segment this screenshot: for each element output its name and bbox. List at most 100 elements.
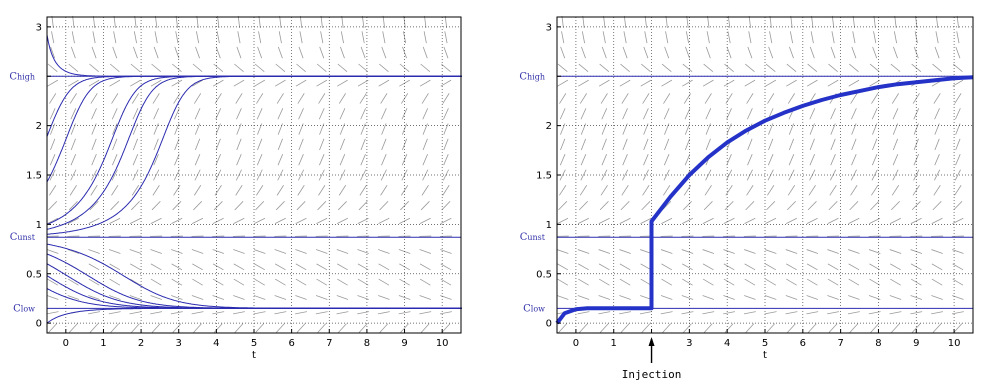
y-tick-label: 0.5 (536, 269, 552, 280)
field-dash (910, 311, 923, 315)
field-dash (403, 31, 407, 44)
y-tick-label: 1.5 (536, 171, 552, 182)
field-dash (46, 249, 59, 254)
field-dash (830, 154, 836, 166)
field-dash (955, 154, 961, 166)
field-dash (337, 79, 348, 87)
field-dash (748, 31, 752, 44)
field-dash (744, 263, 756, 271)
field-dash (379, 201, 389, 211)
field-dash (317, 323, 327, 333)
field-dash (112, 154, 118, 166)
field-dash (253, 311, 266, 315)
field-dash (872, 46, 878, 59)
field-dash (890, 63, 901, 73)
field-dash (809, 108, 816, 120)
field-dash (868, 295, 881, 300)
field-dash (724, 201, 734, 211)
field-dash (643, 46, 649, 59)
field-dash (622, 169, 629, 181)
field-dash (440, 263, 452, 271)
trajectory (46, 75, 462, 225)
field-dash (558, 323, 567, 333)
field-dash (336, 295, 349, 300)
field-dash (931, 249, 943, 254)
field-dash (808, 185, 816, 196)
field-dash (295, 278, 307, 286)
field-dash (559, 108, 566, 120)
field-dash (296, 63, 306, 73)
field-dash (786, 79, 797, 87)
field-dash (421, 93, 429, 104)
field-dash (785, 295, 798, 300)
field-dash (663, 169, 670, 181)
field-dash (622, 154, 628, 166)
field-dash (111, 185, 119, 196)
x-tick-label: 9 (913, 338, 919, 349)
field-dash (850, 93, 858, 104)
field-dash (171, 63, 182, 73)
field-dash (681, 249, 694, 254)
field-dash (806, 249, 819, 254)
field-dash (870, 201, 880, 211)
x-tick-label: 6 (288, 338, 294, 349)
field-dash (767, 93, 775, 104)
field-dash (236, 108, 242, 120)
field-dash (380, 93, 388, 104)
field-dash (191, 295, 204, 300)
field-dash (235, 185, 243, 196)
field-dash (684, 154, 691, 166)
field-dash (764, 249, 777, 254)
field-dash (150, 295, 162, 300)
field-dash (622, 108, 628, 120)
field-dash (580, 108, 587, 120)
x-tick-label: 10 (436, 338, 449, 349)
field-dash (233, 79, 245, 87)
field-dash (444, 15, 448, 28)
field-dash (889, 249, 902, 254)
field-dash (789, 31, 794, 44)
field-dash (443, 108, 449, 120)
field-dash (253, 295, 266, 300)
field-dash (956, 31, 960, 44)
field-dash (620, 201, 630, 211)
field-dash (233, 263, 245, 271)
field-dash (336, 249, 349, 254)
field-dash (620, 63, 630, 73)
field-dash (703, 63, 714, 73)
field-dash (358, 63, 369, 73)
field-dash (559, 185, 567, 196)
field-dash (601, 154, 607, 166)
field-dash (767, 154, 774, 166)
field-dash (256, 108, 263, 120)
field-dash (171, 278, 183, 286)
x-tick-label: 8 (875, 338, 881, 349)
field-dash (765, 217, 777, 224)
field-dash (215, 154, 221, 166)
field-dash (192, 217, 204, 224)
field-dash (619, 249, 631, 254)
field-dash (443, 138, 449, 151)
field-dash (192, 278, 203, 286)
field-dash (578, 63, 589, 73)
field-dash (601, 123, 607, 135)
field-dash (931, 278, 943, 286)
field-dash (621, 93, 629, 104)
field-dash (50, 46, 56, 59)
field-dash (88, 249, 100, 254)
field-dash (444, 31, 448, 44)
field-dash (892, 123, 899, 135)
field-dash (704, 185, 712, 196)
field-dash (705, 123, 711, 135)
field-dash (725, 185, 733, 196)
field-dash (913, 138, 919, 151)
field-dash (212, 263, 224, 271)
field-dash (111, 108, 118, 120)
field-dash (274, 217, 286, 224)
field-dash (931, 217, 943, 224)
field-dash (561, 31, 565, 44)
field-dash (578, 201, 588, 211)
field-dash (871, 185, 879, 196)
field-dash (110, 201, 120, 211)
